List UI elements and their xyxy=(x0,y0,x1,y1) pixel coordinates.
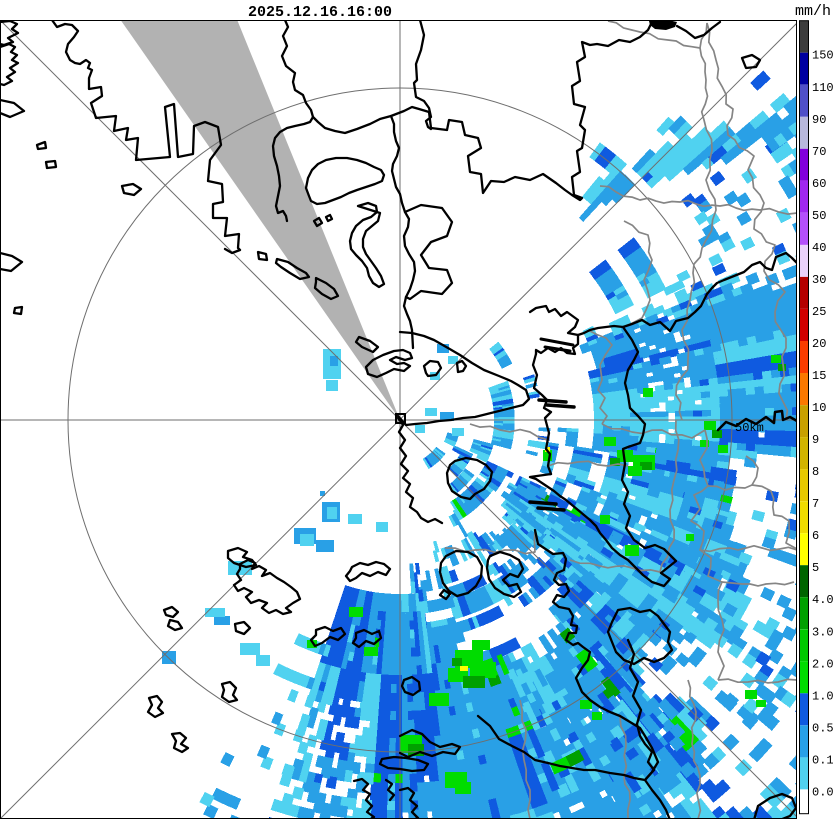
svg-text:70: 70 xyxy=(812,145,826,159)
svg-text:60: 60 xyxy=(812,177,826,191)
svg-text:110: 110 xyxy=(812,81,834,95)
svg-text:30: 30 xyxy=(812,273,826,287)
svg-text:15: 15 xyxy=(812,369,826,383)
svg-text:3.0: 3.0 xyxy=(812,625,834,639)
svg-text:50km: 50km xyxy=(735,421,764,435)
svg-text:2.0: 2.0 xyxy=(812,657,834,671)
svg-text:90: 90 xyxy=(812,113,826,127)
svg-text:9: 9 xyxy=(812,433,819,447)
svg-text:5: 5 xyxy=(812,561,819,575)
svg-text:50: 50 xyxy=(812,209,826,223)
svg-text:1.0: 1.0 xyxy=(812,689,834,703)
svg-text:10: 10 xyxy=(812,401,826,415)
svg-text:20: 20 xyxy=(812,337,826,351)
svg-text:4.0: 4.0 xyxy=(812,593,834,607)
svg-text:2025.12.16.16:00: 2025.12.16.16:00 xyxy=(248,4,392,21)
svg-text:8: 8 xyxy=(812,465,819,479)
svg-text:150: 150 xyxy=(812,49,834,63)
svg-text:mm/h: mm/h xyxy=(795,3,831,20)
svg-text:0.5: 0.5 xyxy=(812,721,834,735)
svg-text:40: 40 xyxy=(812,241,826,255)
svg-text:7: 7 xyxy=(812,497,819,511)
svg-text:0.1: 0.1 xyxy=(812,753,834,767)
svg-text:0.0: 0.0 xyxy=(812,785,834,799)
svg-text:25: 25 xyxy=(812,305,826,319)
svg-text:6: 6 xyxy=(812,529,819,543)
